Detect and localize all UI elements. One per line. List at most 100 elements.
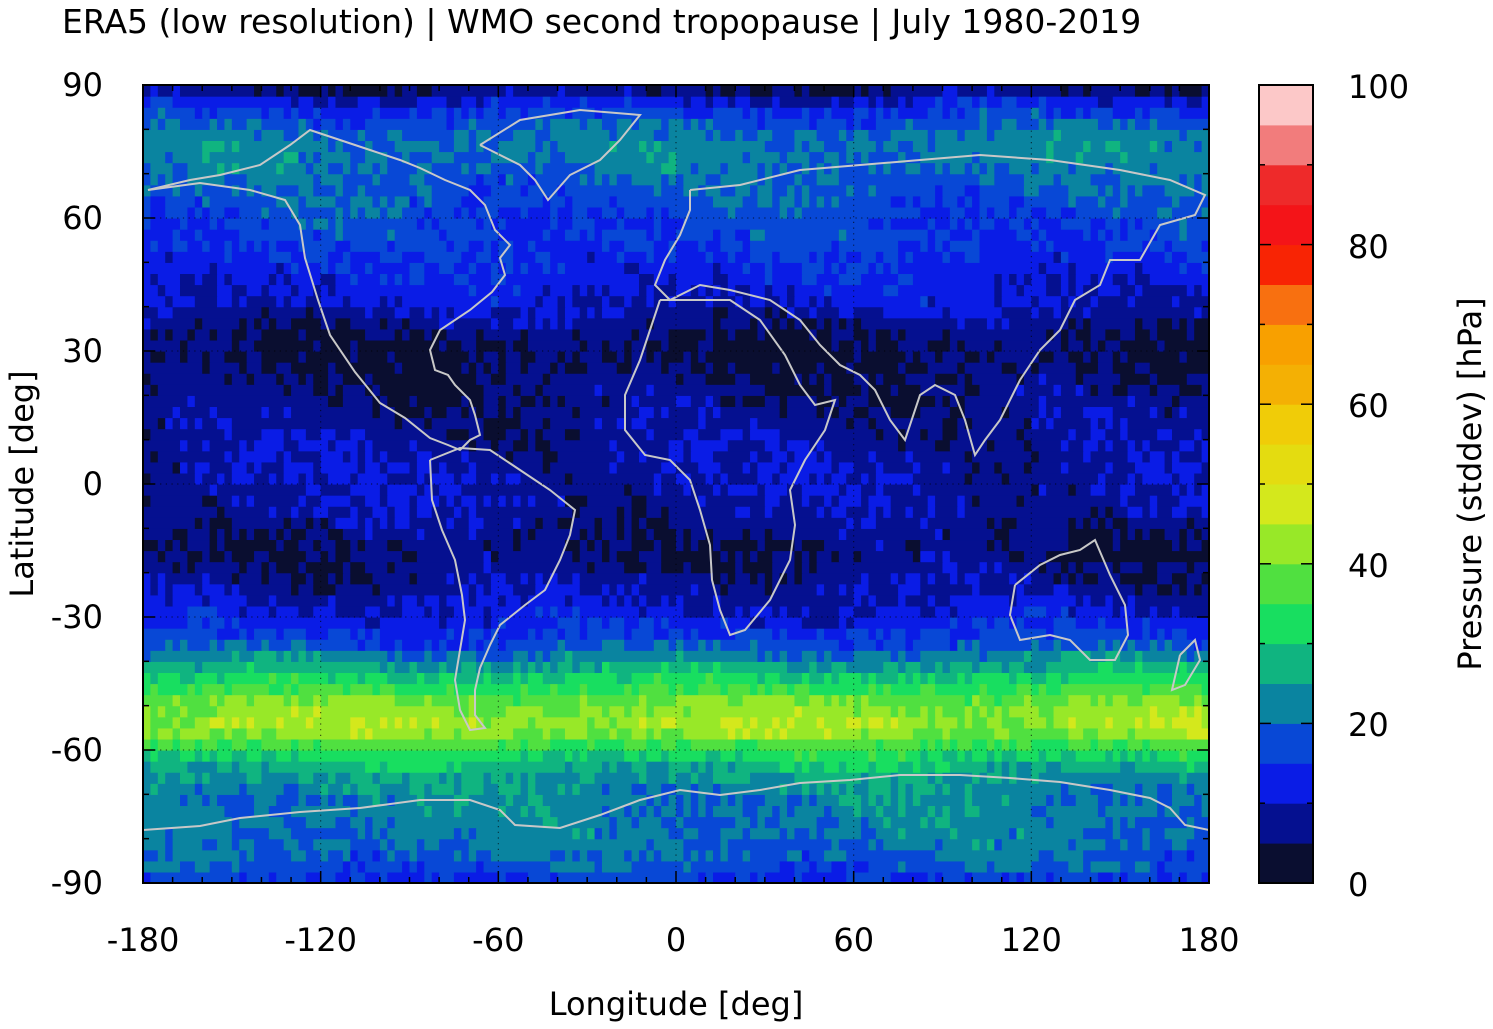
heatmap-cell bbox=[653, 472, 662, 485]
heatmap-cell bbox=[638, 617, 655, 629]
heatmap-cell bbox=[550, 262, 559, 275]
heatmap-cell bbox=[379, 173, 411, 186]
heatmap-cell bbox=[831, 472, 847, 485]
heatmap-cell bbox=[1038, 351, 1055, 363]
heatmap-cell bbox=[1112, 871, 1121, 883]
heatmap-cell bbox=[720, 572, 729, 585]
heatmap-cell bbox=[409, 495, 418, 507]
heatmap-cell bbox=[268, 561, 277, 574]
heatmap-cell bbox=[461, 827, 470, 840]
heatmap-cell bbox=[764, 173, 773, 186]
heatmap-cell bbox=[801, 783, 810, 795]
heatmap-cell bbox=[268, 605, 277, 618]
heatmap-cell bbox=[964, 406, 1003, 419]
heatmap-cell bbox=[824, 761, 840, 773]
heatmap-cell bbox=[1009, 218, 1025, 230]
heatmap-cell bbox=[713, 672, 759, 685]
heatmap-cell bbox=[283, 816, 307, 829]
heatmap-cell bbox=[379, 295, 388, 308]
heatmap-cell bbox=[735, 184, 751, 197]
heatmap-cell bbox=[291, 506, 300, 518]
heatmap-cell bbox=[653, 805, 662, 818]
heatmap-cell bbox=[564, 539, 581, 552]
heatmap-cell bbox=[676, 240, 699, 252]
heatmap-cell bbox=[705, 672, 714, 685]
heatmap-cell bbox=[624, 339, 633, 352]
heatmap-cell bbox=[846, 860, 855, 873]
heatmap-cell bbox=[609, 705, 625, 718]
heatmap-cell bbox=[1142, 583, 1158, 596]
heatmap-cell bbox=[1001, 273, 1010, 286]
heatmap-cell bbox=[720, 428, 744, 441]
heatmap-cell bbox=[431, 107, 448, 119]
heatmap-cell bbox=[276, 750, 292, 762]
heatmap-cell bbox=[328, 362, 337, 374]
heatmap-cell bbox=[838, 761, 847, 773]
heatmap-cell bbox=[868, 594, 877, 607]
heatmap-cell bbox=[342, 561, 351, 574]
heatmap-cell bbox=[276, 240, 300, 252]
heatmap-cell bbox=[631, 484, 655, 496]
heatmap-cell bbox=[261, 351, 300, 363]
heatmap-cell bbox=[1112, 506, 1129, 518]
heatmap-cell bbox=[202, 195, 211, 208]
heatmap-cell bbox=[483, 639, 499, 651]
heatmap-cell bbox=[616, 761, 633, 773]
colorbar-segment bbox=[1259, 85, 1313, 126]
heatmap-cell bbox=[690, 583, 699, 596]
heatmap-cell bbox=[690, 118, 699, 130]
heatmap-cell bbox=[801, 484, 840, 496]
heatmap-cell bbox=[283, 650, 292, 662]
heatmap-cell bbox=[935, 140, 1047, 153]
heatmap-cell bbox=[231, 683, 270, 696]
heatmap-cell bbox=[1201, 705, 1209, 718]
heatmap-cell bbox=[1090, 506, 1099, 518]
heatmap-cell bbox=[661, 229, 677, 241]
heatmap-cell bbox=[172, 716, 181, 729]
heatmap-cell bbox=[1112, 694, 1129, 707]
heatmap-cell bbox=[150, 85, 159, 97]
heatmap-cell bbox=[320, 229, 337, 241]
heatmap-cell bbox=[1105, 650, 1121, 662]
heatmap-cell bbox=[453, 572, 470, 585]
heatmap-cell bbox=[912, 639, 951, 651]
heatmap-cell bbox=[1001, 362, 1018, 374]
heatmap-cell bbox=[557, 639, 566, 651]
heatmap-cell bbox=[217, 528, 226, 541]
heatmap-cell bbox=[824, 628, 847, 640]
heatmap-cell bbox=[172, 229, 181, 241]
heatmap-cell bbox=[1171, 317, 1180, 330]
heatmap-cell bbox=[616, 362, 633, 374]
heatmap-cell bbox=[379, 661, 388, 674]
heatmap-cell bbox=[564, 262, 625, 275]
heatmap-cell bbox=[490, 849, 551, 862]
heatmap-cell bbox=[328, 794, 337, 807]
heatmap-cell bbox=[424, 306, 433, 319]
heatmap-cell bbox=[542, 727, 551, 740]
heatmap-cell bbox=[365, 373, 374, 385]
heatmap-cell bbox=[542, 794, 647, 807]
heatmap-cell bbox=[291, 317, 322, 330]
heatmap-cell bbox=[638, 273, 655, 286]
heatmap-cell bbox=[468, 129, 477, 142]
colorbar-segment bbox=[1259, 404, 1313, 445]
heatmap-cell bbox=[1053, 118, 1099, 130]
heatmap-cell bbox=[180, 351, 189, 363]
heatmap-cell bbox=[898, 672, 907, 685]
heatmap-cell bbox=[1186, 506, 1203, 518]
heatmap-cell bbox=[772, 716, 781, 729]
heatmap-cell bbox=[305, 550, 322, 563]
heatmap-cell bbox=[513, 650, 529, 662]
heatmap-cell bbox=[787, 284, 796, 297]
heatmap-cell bbox=[1127, 118, 1136, 130]
heatmap-cell bbox=[350, 251, 381, 263]
heatmap-cell bbox=[335, 605, 366, 618]
heatmap-cell bbox=[794, 761, 803, 773]
heatmap-cell bbox=[631, 351, 647, 363]
heatmap-cell bbox=[601, 306, 625, 319]
heatmap-cell bbox=[579, 306, 588, 319]
heatmap-cell bbox=[705, 251, 714, 263]
heatmap-cell bbox=[838, 495, 862, 507]
heatmap-cell bbox=[1031, 240, 1040, 252]
heatmap-cell bbox=[1031, 484, 1040, 496]
